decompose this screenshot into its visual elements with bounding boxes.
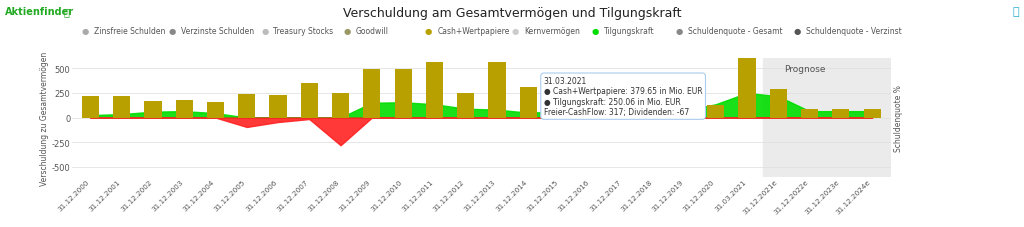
Bar <box>269 96 287 118</box>
Bar <box>551 103 568 118</box>
Text: ●: ● <box>592 27 599 36</box>
Bar <box>645 104 662 118</box>
Text: Schuldenquote - Verzinst: Schuldenquote - Verzinst <box>806 27 902 36</box>
Bar <box>176 100 193 118</box>
Text: ●: ● <box>425 27 432 36</box>
Bar <box>763 59 894 177</box>
Y-axis label: Schuldenquote %: Schuldenquote % <box>894 85 903 151</box>
Bar <box>582 101 599 118</box>
Text: Kernvermögen: Kernvermögen <box>524 27 581 36</box>
Text: Verzinste Schulden: Verzinste Schulden <box>181 27 254 36</box>
Text: Cash+Wertpapiere: Cash+Wertpapiere <box>437 27 510 36</box>
Text: ●: ● <box>794 27 801 36</box>
Bar <box>301 84 317 118</box>
Bar <box>738 44 756 118</box>
Bar <box>519 88 537 118</box>
Text: 31.03.2021
● Cash+Wertpapiere: 379.65 in Mio. EUR
● Tilgungskraft: 250.06 in Mio: 31.03.2021 ● Cash+Wertpapiere: 379.65 in… <box>544 77 702 117</box>
Text: 🔍: 🔍 <box>1013 7 1019 17</box>
Y-axis label: Verschuldung zu Gesamtvermögen: Verschuldung zu Gesamtvermögen <box>40 51 49 185</box>
Bar <box>833 110 850 118</box>
Text: Aktienfinder: Aktienfinder <box>5 7 75 17</box>
Text: Treasury Stocks: Treasury Stocks <box>273 27 334 36</box>
Bar <box>708 105 724 118</box>
Bar <box>488 63 506 118</box>
Bar <box>113 97 130 118</box>
Bar <box>676 105 693 118</box>
Bar <box>332 94 349 118</box>
Bar <box>457 94 474 118</box>
Text: ●: ● <box>512 27 519 36</box>
Text: 🔍: 🔍 <box>63 7 70 17</box>
Bar <box>82 97 99 118</box>
Bar <box>394 70 412 118</box>
Bar <box>801 110 818 118</box>
Text: Goodwill: Goodwill <box>355 27 388 36</box>
Text: ●: ● <box>676 27 683 36</box>
Text: Zinsfreie Schulden: Zinsfreie Schulden <box>94 27 166 36</box>
Bar <box>863 110 881 118</box>
Bar <box>426 63 443 118</box>
Bar <box>144 101 162 118</box>
Text: ●: ● <box>343 27 350 36</box>
Bar <box>770 90 786 118</box>
Bar <box>613 101 631 118</box>
Text: ●: ● <box>169 27 176 36</box>
Bar <box>364 70 381 118</box>
Text: Tilgungskraft: Tilgungskraft <box>604 27 654 36</box>
Text: Schuldenquote - Gesamt: Schuldenquote - Gesamt <box>688 27 782 36</box>
Text: Verschuldung am Gesamtvermögen und Tilgungskraft: Verschuldung am Gesamtvermögen und Tilgu… <box>343 7 681 20</box>
Text: ●: ● <box>261 27 268 36</box>
Text: ●: ● <box>82 27 89 36</box>
Text: Prognose: Prognose <box>784 65 826 74</box>
Bar <box>239 95 255 118</box>
Bar <box>207 102 224 118</box>
